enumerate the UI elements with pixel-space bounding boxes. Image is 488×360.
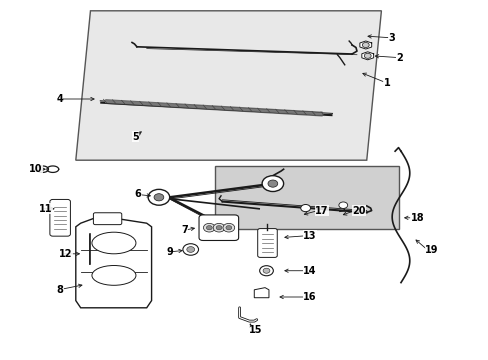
Text: 12: 12 [59,249,72,259]
Text: 5: 5 [132,132,139,142]
Text: 2: 2 [395,53,402,63]
Circle shape [259,266,273,276]
Circle shape [364,53,370,58]
Circle shape [206,225,212,230]
Polygon shape [76,11,381,160]
Circle shape [223,223,234,232]
Polygon shape [359,41,371,49]
Circle shape [225,225,231,230]
Circle shape [154,194,163,201]
Ellipse shape [92,232,136,254]
Circle shape [148,189,169,205]
Text: 8: 8 [56,285,63,295]
Circle shape [183,244,198,255]
Text: 20: 20 [351,206,365,216]
Text: 9: 9 [166,247,173,257]
Text: 15: 15 [249,325,263,336]
Text: 4: 4 [56,94,63,104]
FancyBboxPatch shape [257,229,277,257]
FancyBboxPatch shape [50,199,70,236]
Circle shape [267,180,277,187]
Text: 13: 13 [303,231,316,241]
Circle shape [213,223,224,232]
Circle shape [263,268,269,273]
Text: 19: 19 [425,245,438,255]
Circle shape [300,204,310,212]
Text: 1: 1 [383,78,390,88]
FancyBboxPatch shape [93,213,122,225]
Text: 3: 3 [388,33,395,43]
Circle shape [362,42,368,48]
Text: 18: 18 [410,213,424,223]
Text: 17: 17 [315,206,328,216]
Text: 6: 6 [134,189,141,199]
Circle shape [203,223,215,232]
Bar [215,166,398,229]
Text: 11: 11 [39,204,53,214]
Polygon shape [361,52,373,60]
Ellipse shape [92,266,136,285]
Circle shape [216,225,222,230]
Text: 10: 10 [29,164,43,174]
Polygon shape [76,216,151,308]
Text: 16: 16 [303,292,316,302]
Circle shape [262,176,283,192]
Circle shape [338,202,347,208]
Text: 14: 14 [303,266,316,276]
Circle shape [186,247,194,252]
FancyBboxPatch shape [199,215,238,240]
Text: 7: 7 [181,225,187,235]
Polygon shape [254,288,268,298]
